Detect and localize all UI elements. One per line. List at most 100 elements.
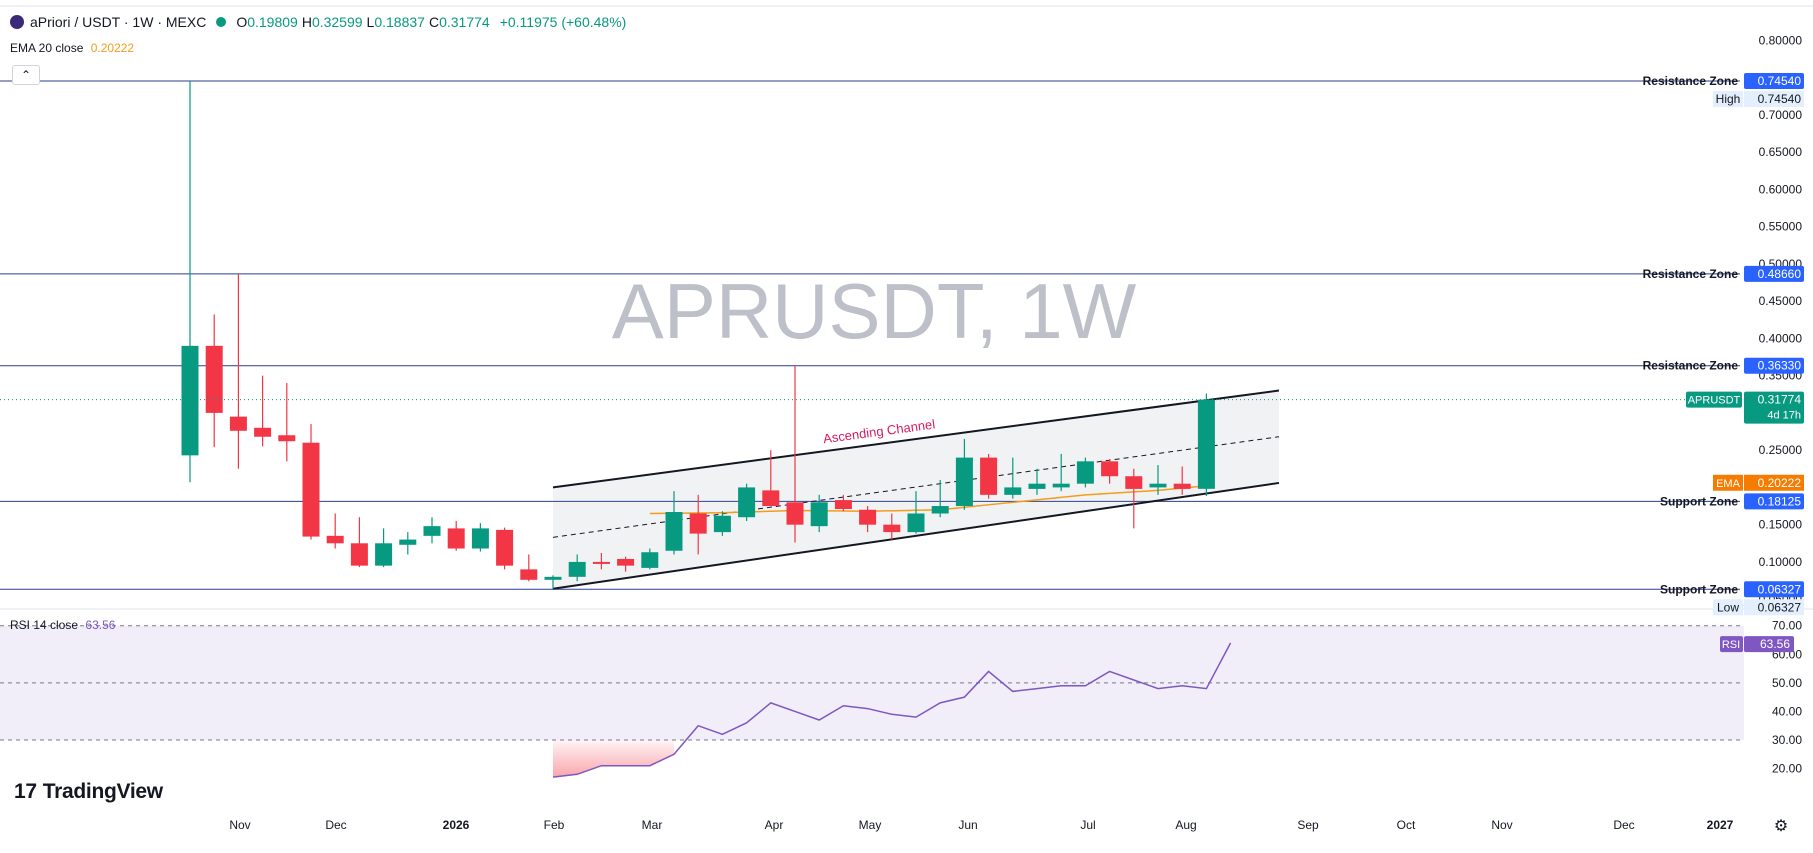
candle-body-up [568, 561, 586, 577]
candle-body-down [883, 524, 901, 533]
candle-body-up [713, 515, 731, 533]
candle-body-down [496, 529, 514, 566]
time-tick-label: Feb [544, 818, 565, 832]
price-tick-label: 0.45000 [1759, 294, 1803, 308]
candle-body-down [254, 427, 272, 437]
candle-body-up [1076, 461, 1094, 484]
coin-logo-icon [10, 15, 24, 29]
current-price-badge [1744, 391, 1804, 424]
symbol-tag-bg [1686, 391, 1742, 408]
rsi-tick-label: 40.00 [1772, 704, 1802, 718]
extreme-value-label: 0.74540 [1758, 92, 1802, 106]
candle-body-up [665, 511, 683, 551]
time-tick-label: 2026 [443, 818, 470, 832]
collapse-indicators-button[interactable]: ⌃ [12, 65, 40, 85]
candle-body-down [617, 558, 635, 566]
channel-lower-line [552, 481, 1280, 590]
candle-body-up [1149, 483, 1167, 488]
time-tick-label: Jun [958, 818, 977, 832]
ema-tag-label: EMA [1716, 478, 1741, 490]
time-tick-label: Dec [1613, 818, 1634, 832]
candle-body-up [375, 543, 393, 566]
time-tick-label: Dec [325, 818, 346, 832]
candle-body-down [859, 509, 877, 525]
change-value: +0.11975 (+60.48%) [499, 14, 627, 30]
ema-value: 0.20222 [90, 41, 135, 55]
level-name-label: Resistance Zone [1643, 74, 1739, 88]
tradingview-wordmark: TradingView [42, 780, 163, 803]
candle-body-up [641, 552, 659, 568]
candle-body-up [738, 487, 756, 518]
channel-fill [553, 390, 1279, 589]
candle-body-down [229, 416, 247, 431]
price-tick-label: 0.55000 [1759, 220, 1803, 234]
time-tick-label: Apr [765, 818, 784, 832]
symbol-legend[interactable]: aPriori / USDT · 1W · MEXC O0.19809 H0.32… [10, 14, 626, 30]
candle-body-down [520, 569, 538, 580]
ema-price-badge [1744, 474, 1804, 491]
candle-body-down [205, 345, 223, 413]
tradingview-logo[interactable]: 17 TradingView [14, 780, 163, 804]
candle-body-up [810, 502, 828, 527]
candle-body-up [1197, 399, 1215, 489]
ohlc-key: C [428, 14, 440, 30]
time-tick-label: Jul [1080, 818, 1095, 832]
price-tick-label: 0.10000 [1759, 555, 1803, 569]
price-tick-label: 0.40000 [1759, 331, 1803, 345]
ohlc-key: H [301, 14, 312, 30]
ohlc-values: O0.19809 H0.32599 L0.18837 C0.31774 [236, 14, 493, 30]
price-tick-label: 0.70000 [1759, 108, 1803, 122]
time-tick-label: Aug [1175, 818, 1196, 832]
time-tick-label: Mar [642, 818, 663, 832]
level-price-label: 0.74540 [1758, 74, 1802, 88]
rsi-legend[interactable]: RSI 14 close 63.56 [10, 618, 115, 632]
candle-body-up [907, 513, 925, 533]
extreme-tag-label: Low [1717, 600, 1739, 614]
tradingview-mark-icon: 17 [14, 780, 37, 803]
candle-body-down [278, 435, 296, 442]
candle-body-down [689, 513, 707, 534]
ema-legend[interactable]: EMA 20 close 0.20222 [10, 41, 134, 55]
candle-body-up [471, 528, 489, 549]
price-tick-label: 0.60000 [1759, 182, 1803, 196]
level-price-label: 0.48660 [1758, 267, 1802, 281]
candle-body-up [544, 576, 562, 580]
candle-body-up [955, 457, 973, 507]
level-price-badge [1744, 357, 1804, 374]
candle-body-down [1173, 483, 1191, 489]
level-price-label: 0.36330 [1758, 359, 1802, 373]
current-price-label: 0.31774 [1758, 393, 1802, 407]
rsi-value-badge [1744, 636, 1794, 653]
candle-body-up [931, 506, 949, 514]
candle-body-up [181, 345, 199, 456]
candle-body-down [350, 543, 368, 566]
rsi-tick-label: 50.00 [1772, 676, 1802, 690]
candle-body-down [447, 528, 465, 549]
extreme-tag-bg [1713, 599, 1743, 616]
symbol-tag-label: APRUSDT [1688, 395, 1741, 407]
extreme-tag-bg [1713, 91, 1743, 108]
ema-label: EMA 20 close [10, 41, 84, 55]
level-price-badge [1744, 73, 1804, 90]
level-name-label: Support Zone [1660, 494, 1738, 508]
level-price-label: 0.18125 [1758, 494, 1802, 508]
level-name-label: Support Zone [1660, 582, 1738, 596]
time-tick-label: Sep [1297, 818, 1319, 832]
candle-body-down [762, 490, 780, 507]
channel-upper-line [552, 389, 1280, 489]
rsi-value: 63.56 [85, 618, 116, 632]
price-tick-label: 0.65000 [1759, 145, 1803, 159]
ohlc-key: O [236, 14, 248, 30]
rsi-line [552, 642, 1232, 778]
candle-body-up [1028, 483, 1046, 489]
rsi-tick-label: 30.00 [1772, 733, 1802, 747]
market-open-dot-icon [216, 17, 227, 27]
settings-gear-icon[interactable]: ⚙ [1773, 818, 1789, 835]
time-tick-label: 2027 [1707, 818, 1734, 832]
rsi-tag-label: RSI [1722, 639, 1740, 651]
ohlc-value: 0.31774 [439, 14, 490, 30]
level-price-badge [1744, 581, 1804, 598]
ema-price-label: 0.20222 [1758, 476, 1802, 490]
